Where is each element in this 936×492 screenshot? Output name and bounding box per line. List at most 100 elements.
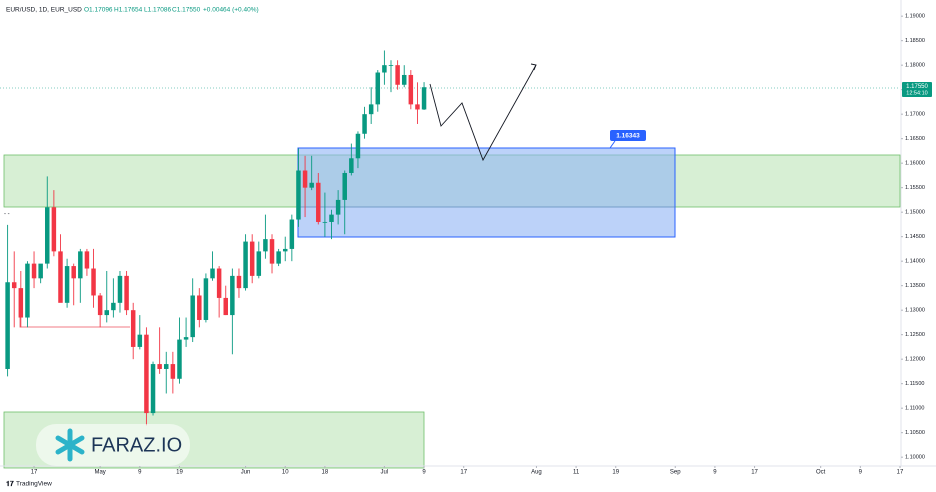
candle-body (415, 104, 420, 110)
candle-body (256, 251, 262, 276)
y-tick-label: 1.19000 (905, 14, 925, 20)
candle-body (302, 170, 308, 188)
candle-body (197, 295, 202, 320)
watermark-bg (36, 424, 190, 466)
ohlc-low: L1.17086 (144, 7, 171, 14)
candle-body (31, 263, 37, 279)
candle-body (18, 288, 24, 318)
candle-body (263, 239, 268, 252)
box-label: 1.16343 (616, 133, 640, 140)
y-tick-label: 1.15000 (905, 210, 925, 216)
y-tick-label: 1.12500 (905, 332, 925, 338)
x-tick-label: 9 (138, 470, 142, 476)
arrow-head (530, 63, 537, 71)
candle-body (71, 266, 76, 279)
candle-body (203, 278, 209, 320)
candle-body (144, 334, 149, 414)
candle-body (216, 268, 222, 298)
box-label-bg (610, 130, 646, 141)
candle-body (183, 337, 189, 340)
x-tick-label: 9 (859, 470, 863, 476)
y-tick-label: 1.11000 (905, 406, 924, 412)
last-price: 1.17550 (906, 84, 928, 90)
y-tick-label: 1.15500 (905, 185, 925, 191)
candle-body (64, 266, 70, 303)
candle-body (249, 241, 255, 276)
candle-body (117, 275, 123, 303)
candle-body (322, 221, 328, 223)
y-tick-label: 1.10500 (905, 430, 925, 436)
x-tick-label: May (94, 470, 105, 476)
candle-body (84, 251, 90, 269)
symbol: EUR/USD, 1D, EUR_USD (6, 7, 82, 14)
x-tick-label: 10 (282, 470, 289, 476)
x-tick-label: Jun (241, 470, 251, 476)
ohlc-open: O1.17096 (84, 7, 113, 14)
candle-body (58, 251, 63, 303)
x-tick-label: 17 (897, 470, 904, 476)
candle-body (368, 104, 374, 115)
x-tick-label: 9 (713, 470, 717, 476)
candle-body (342, 172, 347, 200)
x-tick-label: 19 (612, 470, 619, 476)
ohlc-close: C1.17550 (172, 7, 201, 14)
tv-logo: 𝟏𝟕 (6, 480, 14, 488)
candle-body (45, 207, 50, 264)
candle-body (421, 87, 427, 110)
x-tick-label: Jul (381, 470, 389, 476)
y-tick-label: 1.13500 (905, 283, 925, 289)
watermark-logo (55, 428, 85, 462)
y-tick-label: 1.18000 (905, 63, 925, 69)
candle-body (375, 72, 381, 105)
candle-body (236, 275, 242, 289)
y-tick-label: 1.16000 (905, 161, 925, 167)
x-tick-label: 9 (422, 470, 426, 476)
candle-body (349, 158, 354, 173)
y-tick-label: 1.13000 (905, 308, 925, 314)
y-tick-label: 1.10000 (905, 455, 925, 461)
candle-body (190, 295, 195, 338)
candle-body (388, 65, 394, 66)
candle-body (91, 268, 96, 296)
blue-box (297, 147, 676, 238)
projection-path (429, 64, 537, 162)
x-tick-label: Oct (816, 470, 826, 476)
watermark-text: FARAZ.IO (91, 434, 182, 456)
ohlc-change: +0.00464 (+0.40%) (203, 7, 259, 14)
candle-body (150, 364, 156, 414)
candle-body (51, 207, 57, 252)
x-tick-label: 18 (322, 470, 329, 476)
candle-body (309, 182, 314, 188)
candle-body (137, 334, 143, 347)
candle-body (355, 133, 361, 159)
candle-body (282, 248, 288, 252)
candle-body (296, 170, 301, 220)
candle-body (269, 239, 275, 264)
candle-body (5, 282, 10, 369)
countdown: 12:54:10 (906, 90, 927, 96)
candle-body (104, 310, 110, 316)
candle-body (243, 241, 248, 289)
candle-body (316, 182, 321, 222)
y-tick-label: 1.14000 (905, 259, 925, 265)
y-tick-label: 1.18500 (905, 38, 925, 44)
candle-body (25, 263, 30, 318)
candle-body (335, 199, 341, 215)
candle-body (223, 297, 228, 316)
x-tick-label: Aug (531, 470, 542, 476)
y-tick-label: 1.11500 (905, 381, 924, 387)
candle-body (111, 302, 116, 311)
x-tick-label: 19 (176, 470, 183, 476)
candle-body (170, 364, 176, 379)
candle-body (401, 74, 407, 85)
candle-body (289, 219, 295, 249)
candle-body (78, 251, 83, 279)
x-tick-label: 17 (751, 470, 758, 476)
y-tick-label: 1.16500 (905, 136, 925, 142)
candle-body (210, 268, 215, 279)
box-label-pointer (609, 140, 616, 149)
y-tick-label: 1.14500 (905, 234, 925, 240)
brand: TradingView (16, 481, 52, 488)
candle-body (164, 364, 169, 369)
